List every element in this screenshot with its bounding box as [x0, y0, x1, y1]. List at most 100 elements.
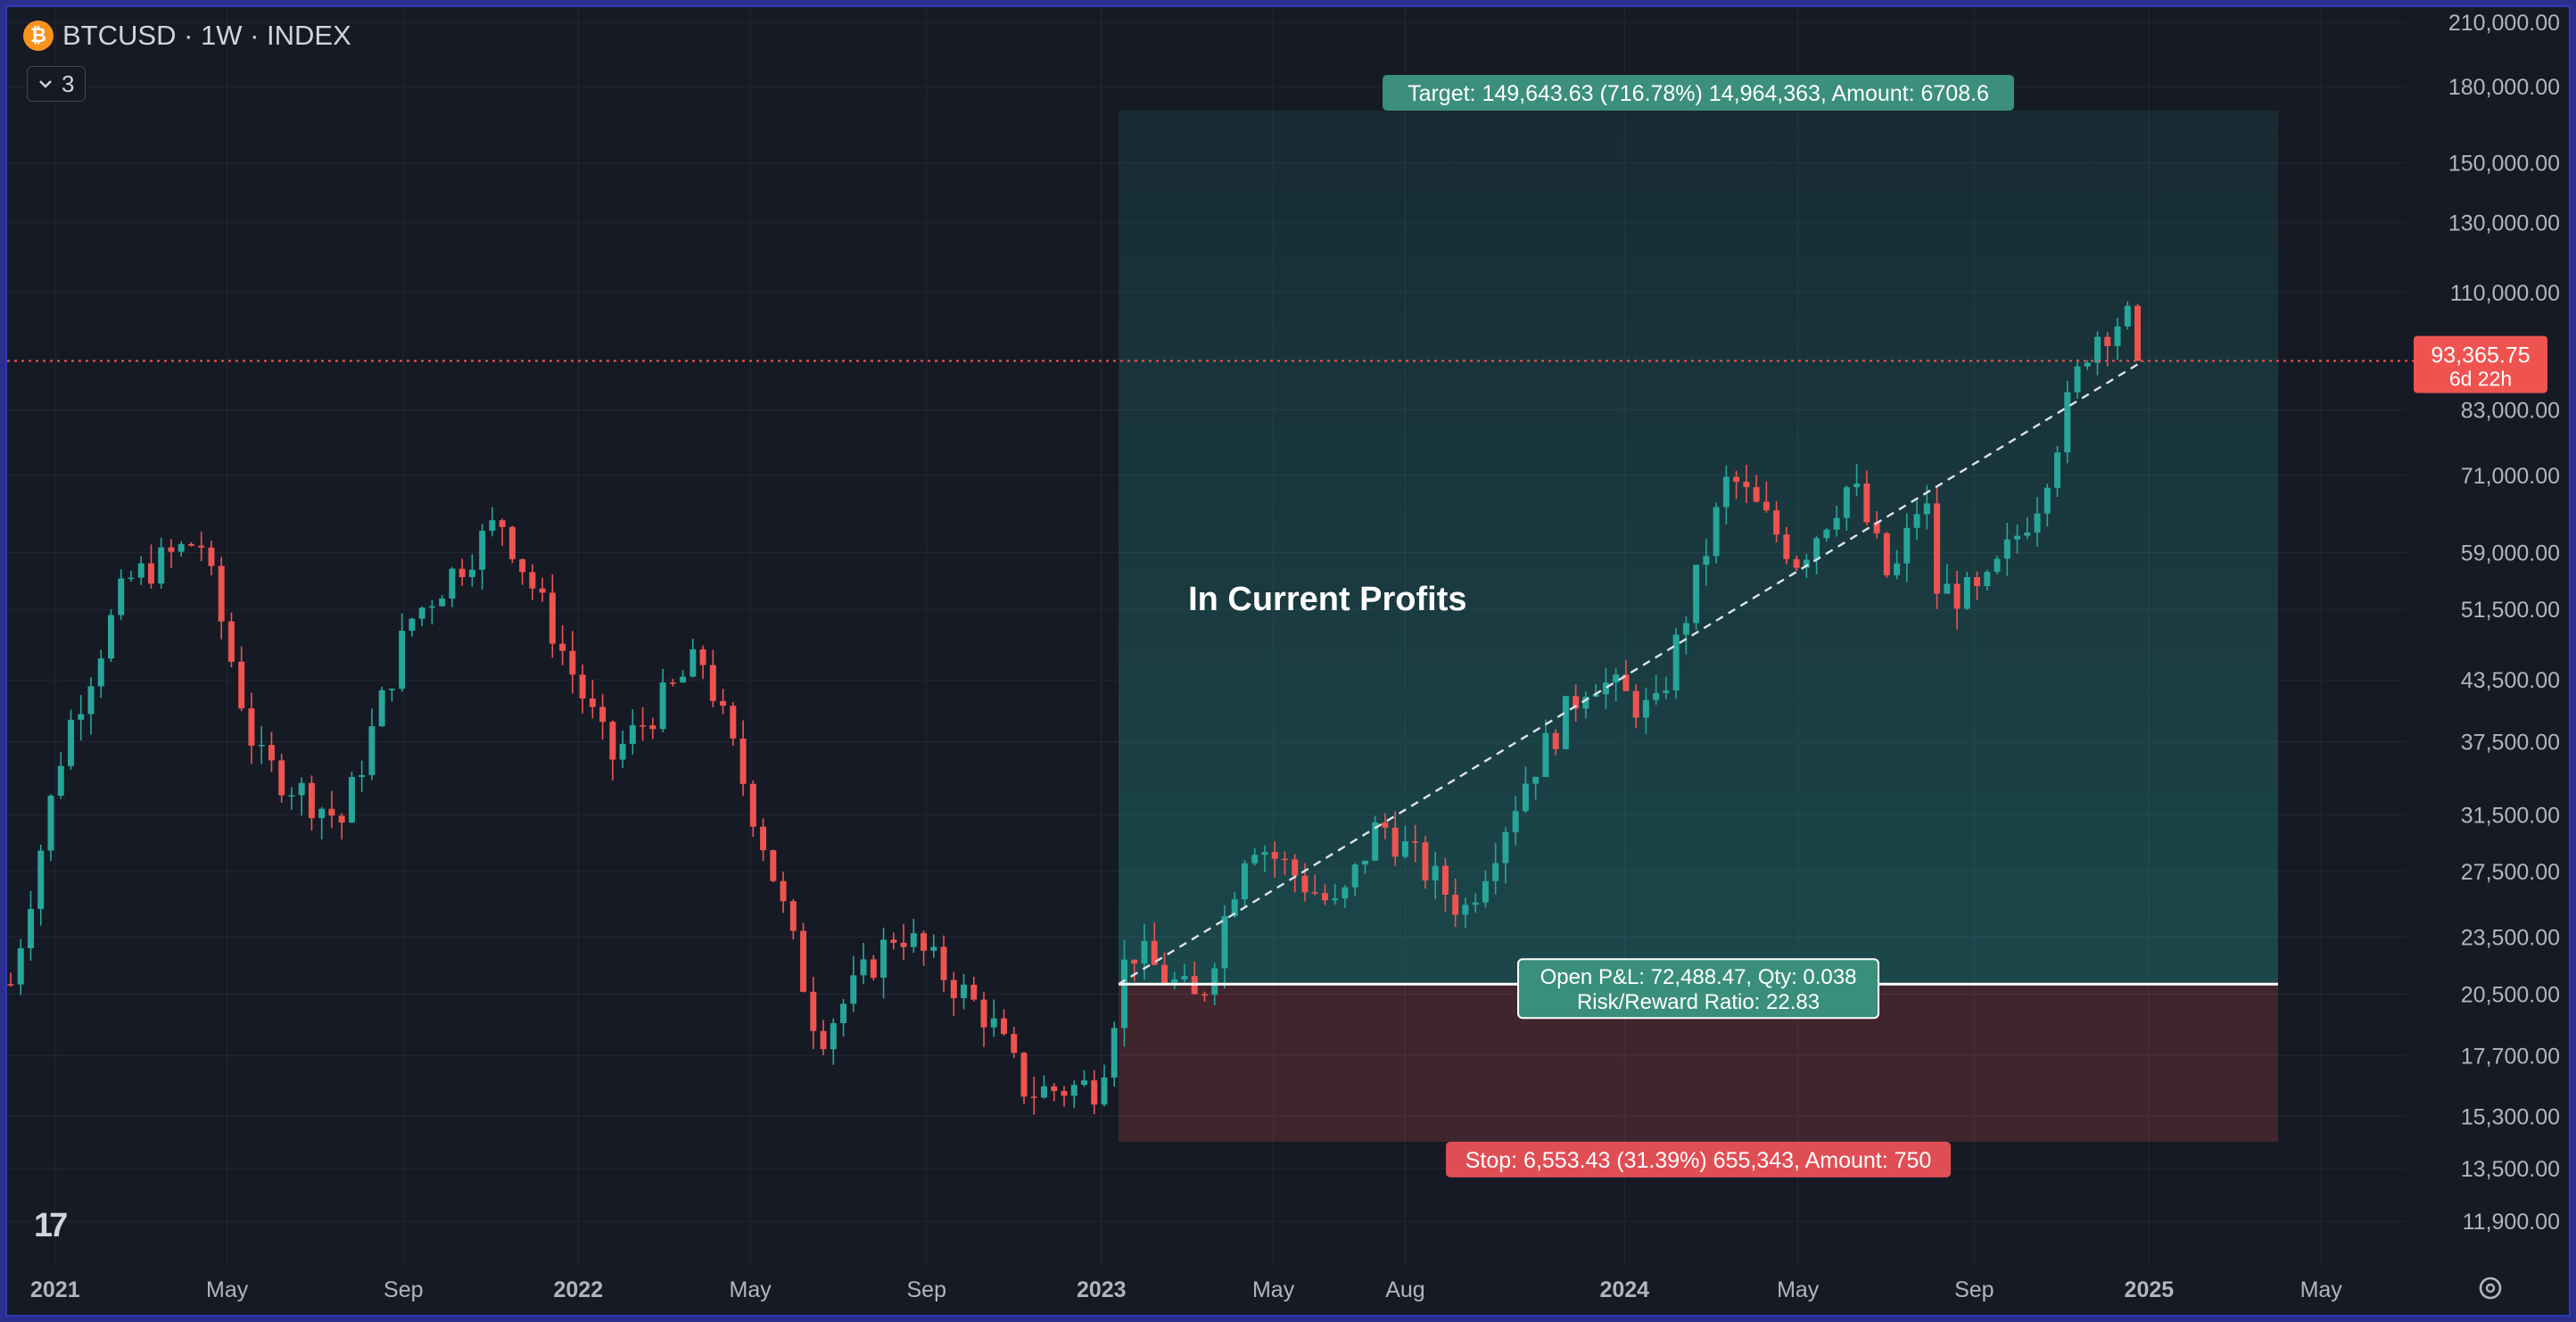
candle-body[interactable] — [218, 566, 225, 622]
candle-body[interactable] — [238, 661, 245, 709]
candle-body[interactable] — [2084, 362, 2091, 367]
candle-body[interactable] — [820, 1030, 827, 1050]
candle-body[interactable] — [599, 706, 607, 723]
candle-body[interactable] — [508, 526, 516, 559]
candle-body[interactable] — [1101, 1077, 1108, 1105]
candle-body[interactable] — [1532, 776, 1540, 784]
price-chart[interactable]: Target: 149,643.63 (716.78%) 14,964,363,… — [7, 7, 2569, 1315]
candle-body[interactable] — [1963, 577, 1970, 609]
candle-body[interactable] — [950, 979, 957, 999]
candle-body[interactable] — [47, 796, 54, 851]
candle-body[interactable] — [348, 777, 355, 823]
candle-body[interactable] — [1391, 827, 1399, 857]
candle-body[interactable] — [78, 714, 85, 720]
candle-body[interactable] — [739, 738, 747, 784]
candle-body[interactable] — [1061, 1091, 1068, 1096]
candle-body[interactable] — [479, 530, 486, 570]
candle-body[interactable] — [1713, 507, 1720, 557]
candle-body[interactable] — [1622, 674, 1630, 691]
candle-body[interactable] — [770, 850, 777, 881]
target-zone[interactable] — [1119, 110, 2278, 985]
candle-body[interactable] — [168, 547, 175, 552]
candle-body[interactable] — [1271, 852, 1278, 859]
candle-body[interactable] — [308, 782, 315, 819]
candle-body[interactable] — [640, 725, 647, 727]
candle-body[interactable] — [1913, 514, 1920, 528]
candle-body[interactable] — [619, 743, 626, 760]
candle-body[interactable] — [709, 665, 716, 701]
candle-body[interactable] — [1231, 899, 1238, 917]
candle-body[interactable] — [1211, 968, 1218, 996]
candle-body[interactable] — [227, 621, 235, 662]
candle-body[interactable] — [368, 726, 376, 775]
candle-body[interactable] — [1081, 1080, 1087, 1086]
candle-body[interactable] — [1903, 527, 1911, 564]
candle-body[interactable] — [659, 682, 666, 730]
candle-body[interactable] — [388, 689, 395, 690]
candle-body[interactable] — [539, 588, 546, 593]
candle-body[interactable] — [158, 547, 165, 584]
candle-body[interactable] — [1432, 865, 1439, 881]
candle-body[interactable] — [499, 520, 506, 527]
candle-body[interactable] — [1311, 892, 1318, 894]
candle-body[interactable] — [118, 578, 125, 616]
candle-body[interactable] — [1843, 487, 1850, 518]
candle-body[interactable] — [1974, 577, 1981, 587]
candle-body[interactable] — [2104, 336, 2111, 346]
symbol-title[interactable]: BTCUSD · 1W · INDEX — [62, 20, 351, 51]
candle-body[interactable] — [1613, 674, 1620, 683]
candle-body[interactable] — [1803, 559, 1810, 568]
candle-body[interactable] — [359, 774, 366, 778]
candle-body[interactable] — [1592, 694, 1599, 697]
candle-body[interactable] — [2064, 392, 2071, 453]
candle-body[interactable] — [789, 901, 797, 931]
candle-body[interactable] — [1181, 976, 1188, 979]
candle-body[interactable] — [1743, 482, 1750, 488]
candle-body[interactable] — [2094, 336, 2101, 363]
candle-body[interactable] — [1783, 534, 1790, 559]
candle-body[interactable] — [1632, 690, 1639, 718]
candle-body[interactable] — [1241, 863, 1248, 900]
candle-body[interactable] — [2074, 366, 2081, 392]
candle-body[interactable] — [870, 959, 877, 979]
candle-body[interactable] — [468, 569, 475, 577]
candle-body[interactable] — [1703, 556, 1710, 566]
candle-body[interactable] — [1984, 572, 1991, 587]
candle-body[interactable] — [278, 760, 285, 796]
candle-body[interactable] — [860, 959, 867, 976]
candle-body[interactable] — [1401, 841, 1408, 857]
candle-body[interactable] — [1412, 841, 1419, 843]
candle-body[interactable] — [1833, 517, 1840, 530]
candle-body[interactable] — [1693, 565, 1700, 624]
candle-body[interactable] — [749, 783, 756, 827]
candle-body[interactable] — [1854, 483, 1861, 488]
candle-body[interactable] — [1793, 558, 1800, 568]
candle-body[interactable] — [1994, 558, 2001, 573]
candle-body[interactable] — [1422, 842, 1429, 881]
candle-body[interactable] — [1823, 529, 1830, 539]
candle-body[interactable] — [1321, 893, 1328, 901]
candle-body[interactable] — [1953, 583, 1961, 609]
candle-body[interactable] — [7, 984, 14, 986]
candle-body[interactable] — [208, 547, 215, 566]
candle-body[interactable] — [1051, 1086, 1058, 1092]
candle-body[interactable] — [128, 577, 135, 580]
candle-body[interactable] — [1221, 916, 1228, 969]
candle-body[interactable] — [900, 942, 907, 947]
candle-body[interactable] — [2054, 452, 2061, 488]
candle-body[interactable] — [1462, 905, 1469, 915]
candle-body[interactable] — [449, 568, 456, 599]
candle-body[interactable] — [1923, 503, 1930, 515]
candle-body[interactable] — [1292, 859, 1299, 876]
candle-body[interactable] — [409, 618, 416, 632]
candle-body[interactable] — [1452, 895, 1459, 915]
candle-body[interactable] — [1131, 959, 1138, 964]
indicators-toggle-button[interactable]: 3 — [27, 66, 87, 102]
candle-body[interactable] — [1091, 1080, 1098, 1105]
candle-body[interactable] — [1382, 822, 1389, 828]
candle-body[interactable] — [579, 674, 586, 699]
candle-body[interactable] — [87, 686, 95, 715]
candle-body[interactable] — [1582, 696, 1589, 709]
candle-body[interactable] — [1722, 476, 1730, 508]
candle-body[interactable] — [910, 933, 917, 947]
